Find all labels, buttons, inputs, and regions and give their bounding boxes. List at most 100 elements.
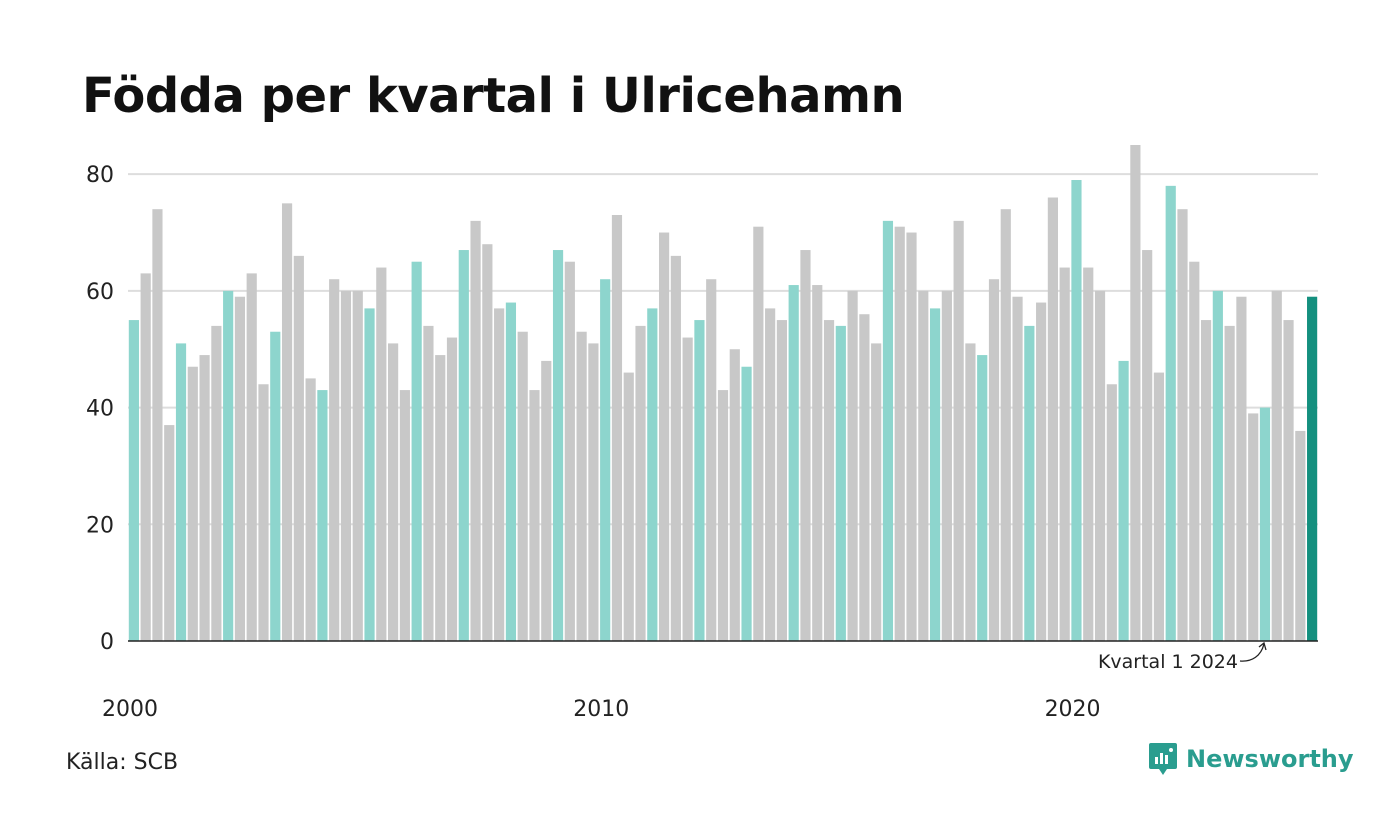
bar: [1071, 180, 1082, 641]
bars: [128, 145, 1318, 642]
bar: [470, 220, 481, 642]
bar: [128, 320, 139, 641]
bar: [918, 290, 929, 641]
axes: 0 20 40 60 80 2000 2010 2020: [86, 163, 1318, 722]
bar: [482, 244, 493, 641]
bar: [706, 279, 717, 641]
bar: [694, 320, 705, 641]
bar: [800, 250, 811, 642]
bar: [1236, 296, 1247, 641]
bar: [1271, 290, 1282, 641]
bar: [199, 355, 210, 641]
bar: [1200, 320, 1212, 641]
bar: [753, 226, 764, 641]
bar: [541, 360, 552, 641]
bar: [376, 267, 387, 641]
bar: [894, 226, 905, 641]
bar: [175, 343, 187, 641]
bar: [293, 255, 304, 641]
bar: [1224, 325, 1235, 641]
y-tick-label: 60: [86, 280, 114, 305]
bar: [729, 349, 740, 641]
bar: [234, 296, 246, 641]
bar: [1106, 384, 1117, 641]
bar: [305, 378, 316, 641]
bar: [847, 290, 858, 641]
bar: [682, 337, 693, 641]
bar: [505, 302, 517, 641]
bar: [1094, 290, 1106, 641]
bar: [1165, 185, 1176, 641]
bar: [871, 343, 882, 641]
x-tick-label: 2020: [1045, 697, 1101, 722]
bar: [552, 250, 564, 642]
bar: [281, 203, 293, 641]
bar: [1130, 145, 1141, 641]
annotation-arrowhead: [1258, 641, 1267, 651]
bar: [494, 308, 505, 641]
bar: [576, 331, 587, 641]
bar: [765, 308, 776, 641]
brand-name: Newsworthy: [1186, 745, 1354, 773]
bar: [965, 343, 976, 641]
bar: [411, 261, 422, 641]
bar: [517, 331, 528, 641]
bar: [140, 273, 151, 641]
y-tick-label: 0: [100, 630, 114, 655]
x-tick-label: 2000: [102, 697, 158, 722]
y-tick-label: 80: [86, 163, 114, 188]
bar: [953, 220, 964, 642]
annotation: Kvartal 1 2024: [1098, 641, 1267, 673]
bar: [1189, 261, 1200, 641]
bar: [1083, 267, 1094, 641]
bar: [623, 372, 634, 641]
annotation-arrow: [1239, 643, 1265, 662]
bar: [1036, 302, 1047, 641]
bar: [423, 325, 434, 641]
bar: [1142, 250, 1153, 642]
bar: [270, 331, 281, 641]
bar: [788, 285, 799, 641]
bar: [776, 320, 787, 641]
bar: [1024, 325, 1035, 641]
bar: [1283, 320, 1294, 641]
bar: [823, 320, 835, 641]
bar: [1307, 296, 1318, 641]
bar: [446, 337, 458, 641]
bar: [906, 232, 917, 641]
bar: [741, 366, 752, 641]
source-label: Källa: SCB: [66, 750, 179, 775]
annotation-label: Kvartal 1 2024: [1098, 651, 1238, 673]
bar: [258, 384, 269, 641]
bar: [564, 261, 575, 641]
bar: [435, 355, 446, 641]
bar: [1248, 413, 1259, 641]
bar: [812, 285, 823, 641]
bar: [246, 273, 257, 641]
bar: [340, 290, 352, 641]
bar: [635, 325, 646, 641]
bar: [647, 308, 658, 641]
y-tick-label: 20: [86, 513, 114, 538]
bar: [670, 255, 681, 641]
bar: [329, 279, 340, 641]
bar: [164, 425, 175, 641]
bar: [588, 343, 599, 641]
bar: [835, 325, 846, 641]
bar: [988, 279, 1000, 641]
bar: [1295, 430, 1306, 641]
bar: [611, 215, 623, 641]
bar: [1153, 372, 1165, 641]
bar: [458, 250, 469, 642]
bar: [223, 290, 234, 641]
bar: [352, 290, 363, 641]
bar: [600, 279, 611, 641]
bar: [859, 314, 870, 641]
brand-logo[interactable]: Newsworthy: [1148, 742, 1354, 776]
bar: [659, 232, 670, 641]
x-tick-label: 2010: [573, 697, 629, 722]
bar: [1177, 209, 1188, 641]
bar: [1059, 267, 1070, 641]
bar: [1047, 197, 1058, 641]
